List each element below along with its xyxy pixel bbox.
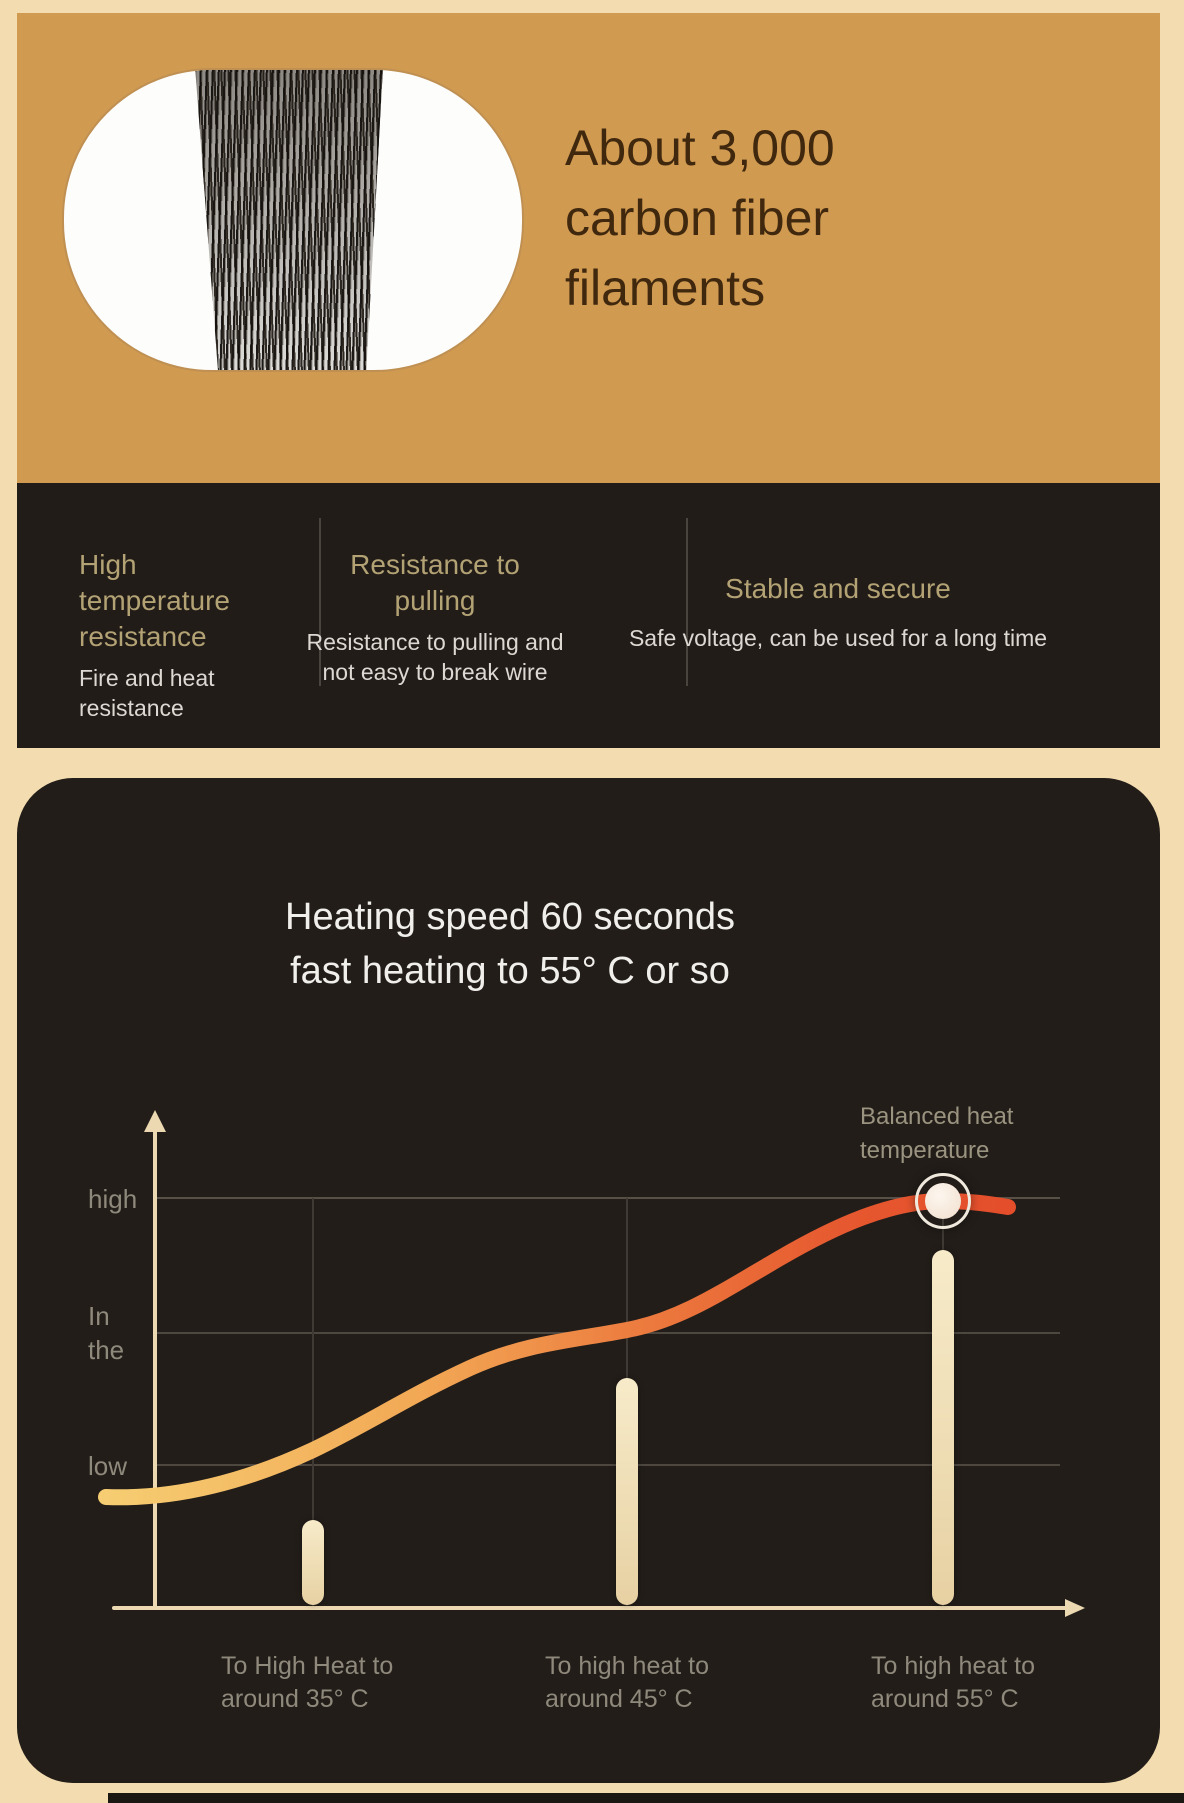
- page-title-line-3: filaments: [565, 260, 766, 316]
- bar-45c: [616, 1378, 638, 1605]
- x-tick-label-35c: To High Heat to around 35° C: [221, 1652, 394, 1713]
- feature-description: Safe voltage, can be used for a long tim…: [628, 625, 1048, 651]
- chart-title-line-1: Heating speed 60 seconds: [285, 896, 735, 938]
- y-label-low: low: [88, 1451, 128, 1481]
- marker-inner-dot: [925, 1183, 961, 1219]
- temperature-curve: [98, 1192, 1016, 1506]
- feature-heading: Resistance to pulling: [350, 549, 520, 616]
- chart-annotation: Balanced heat temperature: [860, 1100, 1013, 1168]
- annotation-line-1: Balanced heat: [860, 1103, 1014, 1130]
- carbon-fiber-strands-image: [194, 70, 384, 370]
- y-axis: [153, 1128, 157, 1608]
- feature-description: Resistance to pulling and not easy to br…: [306, 629, 564, 685]
- y-label-middle: In the: [88, 1301, 125, 1365]
- feature-pull-resistance: Resistance to pulling Resistance to pull…: [307, 547, 564, 687]
- page-title-line-2: carbon fiber: [565, 190, 830, 246]
- gridline-vertical-1: [312, 1198, 314, 1606]
- x-axis-arrow-icon: [1065, 1599, 1085, 1617]
- header-section: About 3,000 carbon fiber filaments: [17, 13, 1160, 483]
- gridline-high: [155, 1197, 1060, 1199]
- y-axis-arrow-icon: [144, 1110, 166, 1132]
- feature-high-temperature: High temperature resistance Fire and hea…: [79, 547, 291, 723]
- gridline-low: [155, 1464, 1060, 1466]
- chart-title: Heating speed 60 seconds fast heating to…: [240, 890, 780, 998]
- feature-description: Fire and heat resistance: [79, 665, 215, 721]
- features-band: High temperature resistance Fire and hea…: [17, 483, 1160, 748]
- feature-divider-1: [319, 518, 321, 686]
- annotation-line-2: temperature: [860, 1137, 990, 1164]
- bar-55c: [932, 1250, 954, 1605]
- carbon-fiber-photo: [62, 68, 524, 372]
- feature-heading: Stable and secure: [725, 573, 951, 604]
- x-axis: [112, 1606, 1067, 1610]
- feature-heading: High temperature resistance: [79, 549, 230, 652]
- bar-35c: [302, 1520, 324, 1605]
- chart-title-line-2: fast heating to 55° C or so: [290, 950, 730, 992]
- feature-stable-secure: Stable and secure Safe voltage, can be u…: [628, 571, 1048, 653]
- page-title: About 3,000 carbon fiber filaments: [565, 113, 1125, 323]
- feature-divider-2: [686, 518, 688, 686]
- x-tick-label-55c: To high heat to around 55° C: [871, 1652, 1036, 1713]
- x-tick-label-45c: To high heat to around 45° C: [545, 1652, 710, 1713]
- y-label-high: high: [88, 1184, 138, 1214]
- balanced-temperature-marker: [915, 1173, 971, 1229]
- next-section-edge: [108, 1793, 1184, 1803]
- page-title-line-1: About 3,000: [565, 120, 835, 176]
- heating-speed-chart-card: Heating speed 60 seconds fast heating to…: [17, 778, 1160, 1783]
